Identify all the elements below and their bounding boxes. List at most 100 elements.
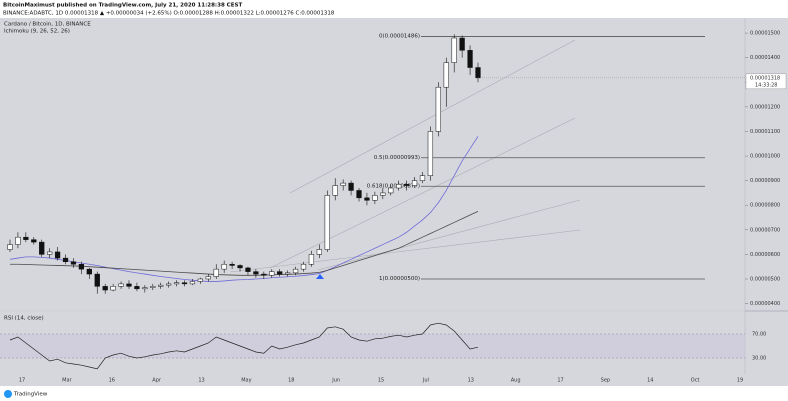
candle-body [70,261,77,265]
trend-line [289,39,576,194]
fib-label: 0(0.00001486) [379,34,420,40]
y-tick-label: 0.00000900 [750,178,780,184]
candle-body [348,182,354,191]
x-tick-label: Oct [691,378,700,384]
candle-body [380,192,386,196]
candle-body [269,271,275,276]
ma-line [9,136,479,282]
candle-body [411,180,418,186]
candle-body [308,254,315,265]
last-price-box [745,73,787,90]
candle-body [340,182,346,186]
price-axis [745,18,788,374]
candle-body [134,286,140,290]
candle-body [205,276,211,280]
candle-body [261,273,267,276]
x-tick-label: 15 [378,378,384,384]
candle-body [94,273,100,287]
candle-body [459,37,465,51]
candle-body [158,284,164,287]
y-tick-label: 0.00000600 [750,252,780,258]
candle-body [15,236,21,245]
trend-line [229,229,581,273]
fib-label: 0.5(0.00000993) [374,155,420,161]
x-tick-label: Jul [422,378,429,384]
candle-body [181,282,188,285]
y-tick-label: 0.00000800 [750,203,780,209]
candle-body [197,278,204,282]
x-tick-label: 17 [19,378,25,384]
candle-body [166,283,172,286]
candle-body [277,271,283,275]
candle-body [126,283,132,287]
candle-body [284,272,291,275]
indicator-label: Ichimoku (9, 26, 52, 26) [4,29,70,35]
candle-body [86,268,92,275]
y-tick-label: 0.00000700 [750,227,780,233]
y-tick-label: 0.00001000 [750,154,780,160]
candle-body [173,282,180,285]
candle-body [292,268,299,274]
candle-body [47,251,53,255]
candle-body [324,195,330,250]
candle-body [39,241,45,255]
x-tick-label: Jun [331,378,340,384]
candle-body [23,236,29,240]
x-tick-label: 14 [647,378,653,384]
candle-body [150,286,156,288]
fib-label: 0.618(0.00000877) [367,183,420,189]
countdown: 14:33:28 [755,82,777,88]
candle-body [451,37,457,63]
candle-body [78,263,85,270]
y-tick-label: 70.00 [752,332,766,338]
candle-body [213,268,219,277]
x-tick-label: 13 [468,378,474,384]
rsi-line [9,322,479,370]
candle-body [110,286,116,291]
chart-title: Cardano / Bitcoin, 1D, BINANCE [4,22,91,28]
signal-marker [316,274,324,279]
candle-body [475,67,481,79]
main-pane [0,18,745,310]
y-tick-label: 0.00000500 [750,276,780,282]
candle-body [118,283,124,287]
candle-body [245,267,251,272]
candle-body [419,175,426,181]
rsi-band [0,334,745,358]
candle-body [62,257,69,263]
candle-body [364,197,370,201]
candle-body [237,265,243,269]
x-tick-label: Mar [62,378,72,384]
symbol-line: BINANCE:ADABTC, 1D 0.00001318 ▲ +0.00000… [3,11,335,17]
candle-body [189,281,196,285]
candle-body [443,62,449,88]
last-price-label: 0.00001318 [750,75,780,81]
x-tick-label: Apr [152,378,162,384]
trend-line [317,199,581,271]
fib-label: 1(0.00000500) [379,276,420,282]
candle-body [102,286,108,291]
x-tick-label: 16 [109,378,115,384]
candle-body [467,50,473,68]
x-tick-label: 18 [288,378,294,384]
candle-body [253,271,259,275]
y-tick-label: 0.00000400 [750,301,780,307]
trend-lines [229,39,581,279]
candle-body [142,287,148,290]
candle-body [54,251,61,259]
y-tick-label: 0.00001100 [750,129,780,135]
brand-logo [4,390,12,398]
y-tick-label: 0.00001500 [750,31,780,37]
candle-body [221,263,227,270]
time-axis [0,374,788,386]
author-line: BitcoinMaximust published on TradingView… [3,3,242,9]
candle-body [31,239,37,243]
candle-body [229,263,235,266]
candle-body [332,185,338,196]
x-tick-label: May [241,378,251,384]
candle-body [396,184,402,189]
x-tick-label: Sep [601,378,610,384]
candle-body [372,195,378,201]
